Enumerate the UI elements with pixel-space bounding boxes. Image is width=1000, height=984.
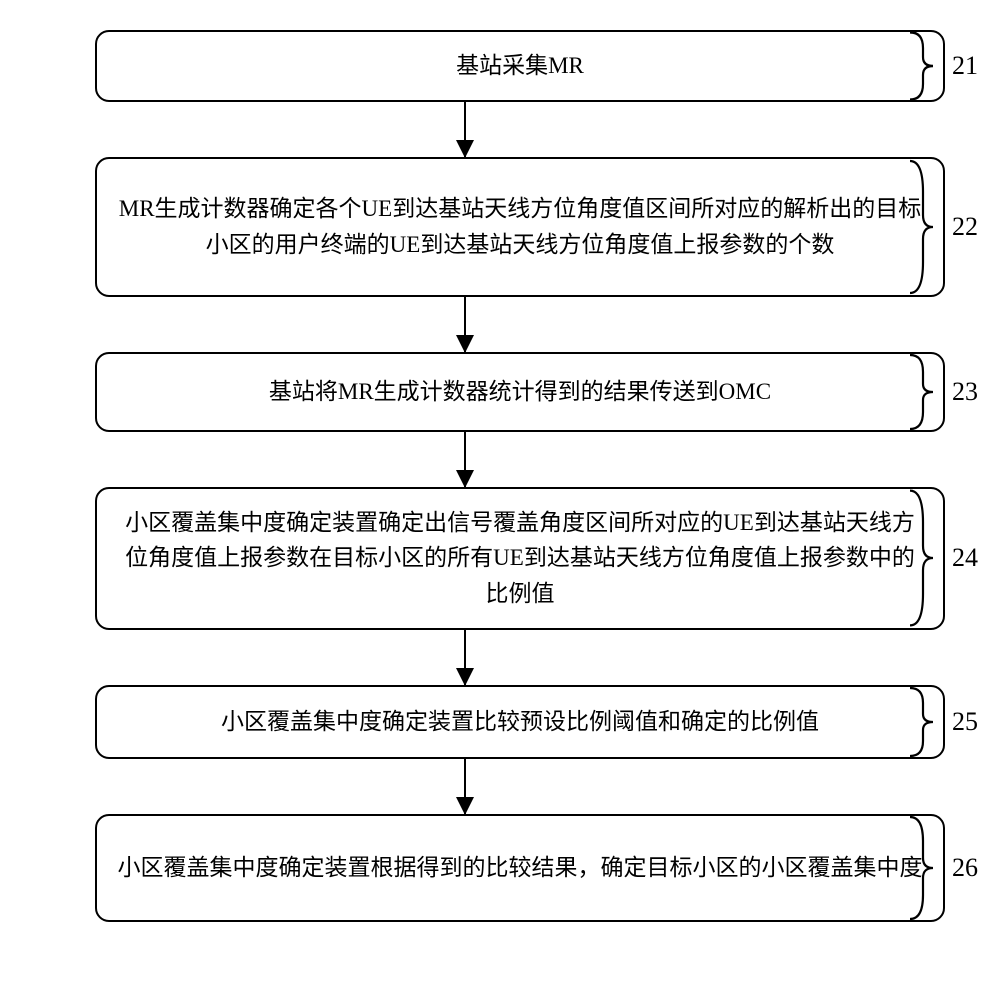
arrow-wrap <box>0 759 965 814</box>
step-label: 21 <box>952 51 978 81</box>
arrow-down-icon <box>464 297 467 352</box>
flow-box-25: 小区覆盖集中度确定装置比较预设比例阈值和确定的比例值 <box>95 685 945 759</box>
flow-box-23: 基站将MR生成计数器统计得到的结果传送到OMC <box>95 352 945 432</box>
arrow-down-icon <box>464 432 467 487</box>
arrow-wrap <box>0 297 965 352</box>
arrow-wrap <box>0 630 965 685</box>
step-label: 26 <box>952 853 978 883</box>
flow-step: 小区覆盖集中度确定装置比较预设比例阈值和确定的比例值 25 <box>0 685 1000 759</box>
arrow-wrap <box>0 432 965 487</box>
flow-box-26: 小区覆盖集中度确定装置根据得到的比较结果，确定目标小区的小区覆盖集中度 <box>95 814 945 922</box>
step-label: 23 <box>952 377 978 407</box>
arrow-down-icon <box>464 102 467 157</box>
flow-box-text: 小区覆盖集中度确定装置比较预设比例阈值和确定的比例值 <box>221 704 819 740</box>
flow-step: 基站采集MR 21 <box>0 30 1000 102</box>
flow-box-text: 基站将MR生成计数器统计得到的结果传送到OMC <box>269 374 771 410</box>
step-label: 22 <box>952 212 978 242</box>
flow-step: MR生成计数器确定各个UE到达基站天线方位角度值区间所对应的解析出的目标小区的用… <box>0 157 1000 297</box>
flow-box-text: 小区覆盖集中度确定装置确定出信号覆盖角度区间所对应的UE到达基站天线方位角度值上… <box>117 505 923 612</box>
flow-box-text: 小区覆盖集中度确定装置根据得到的比较结果，确定目标小区的小区覆盖集中度 <box>118 850 923 886</box>
flow-step: 小区覆盖集中度确定装置根据得到的比较结果，确定目标小区的小区覆盖集中度 26 <box>0 814 1000 922</box>
flow-box-22: MR生成计数器确定各个UE到达基站天线方位角度值区间所对应的解析出的目标小区的用… <box>95 157 945 297</box>
arrow-wrap <box>0 102 965 157</box>
flow-box-text: 基站采集MR <box>456 48 584 84</box>
flow-step: 小区覆盖集中度确定装置确定出信号覆盖角度区间所对应的UE到达基站天线方位角度值上… <box>0 487 1000 630</box>
flowchart-container: 基站采集MR 21 MR生成计数器确定各个UE到达基站天线方位角度值区间所对应的… <box>0 0 1000 984</box>
flow-step: 基站将MR生成计数器统计得到的结果传送到OMC 23 <box>0 352 1000 432</box>
arrow-down-icon <box>464 630 467 685</box>
flow-box-21: 基站采集MR <box>95 30 945 102</box>
step-label: 25 <box>952 707 978 737</box>
arrow-down-icon <box>464 759 467 814</box>
step-label: 24 <box>952 543 978 573</box>
flow-box-24: 小区覆盖集中度确定装置确定出信号覆盖角度区间所对应的UE到达基站天线方位角度值上… <box>95 487 945 630</box>
flow-box-text: MR生成计数器确定各个UE到达基站天线方位角度值区间所对应的解析出的目标小区的用… <box>117 191 923 262</box>
